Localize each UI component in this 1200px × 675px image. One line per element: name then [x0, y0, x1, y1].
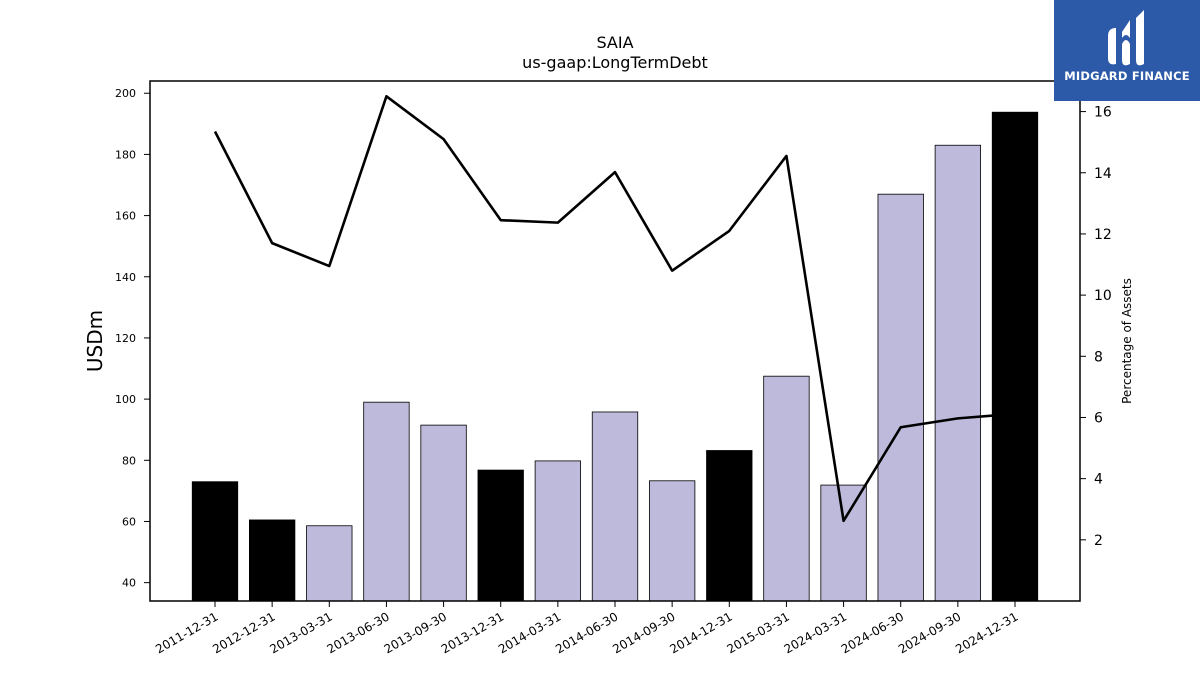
- bar-2014-09-30: [648, 480, 696, 602]
- y2-tick-label-12: 12: [1094, 227, 1112, 243]
- y2-tick-label-10: 10: [1094, 288, 1112, 304]
- x-tick-label-2012-12-31: 2012-12-31: [210, 609, 277, 656]
- y2-tick-label-16: 16: [1094, 105, 1112, 121]
- y-tick-label-200: 200: [115, 87, 136, 100]
- x-tick-label-2011-12-31: 2011-12-31: [153, 609, 220, 656]
- line-group: [213, 94, 1016, 523]
- left-axis: 40 60 80 100 120 140 160 180 200: [115, 87, 150, 590]
- bar-2014-12-31: [706, 450, 753, 602]
- bar-2015-03-31: [763, 375, 810, 602]
- y-tick-label-160: 160: [115, 210, 136, 223]
- right-axis: 2 4 6 8 10 12 14 16: [1080, 105, 1112, 549]
- bars-group: [191, 111, 1039, 602]
- y-tick-label-180: 180: [115, 148, 136, 161]
- x-tick-label-2014-12-31: 2014-12-31: [667, 609, 734, 656]
- bar-2024-06-30: [877, 193, 924, 602]
- bar-2011-12-31: [191, 481, 239, 602]
- bar-2013-06-30: [363, 401, 410, 602]
- y-tick-label-40: 40: [122, 577, 136, 590]
- y2-tick-label-4: 4: [1094, 472, 1103, 488]
- y-tick-label-60: 60: [122, 515, 136, 528]
- bar-2013-09-30: [420, 424, 467, 602]
- x-tick-label-2024-09-30: 2024-09-30: [896, 609, 963, 656]
- x-tick-label-2024-12-31: 2024-12-31: [953, 609, 1020, 656]
- bar-2024-03-31: [820, 484, 867, 602]
- x-tick-label-2015-03-31: 2015-03-31: [725, 609, 792, 656]
- x-tick-label-2013-09-30: 2013-09-30: [382, 609, 449, 656]
- x-axis: 2011-12-312012-12-312013-03-312013-06-30…: [153, 601, 1021, 656]
- y2-tick-label-2: 2: [1094, 533, 1103, 549]
- y-tick-label-120: 120: [115, 332, 136, 345]
- x-tick-label-2024-03-31: 2024-03-31: [782, 609, 849, 656]
- y-axis-label: USDm: [83, 310, 107, 372]
- y-tick-label-80: 80: [122, 454, 136, 467]
- bar-2012-12-31: [248, 519, 296, 602]
- x-tick-label-2013-03-31: 2013-03-31: [267, 609, 334, 656]
- bar-2024-09-30: [934, 144, 982, 602]
- brand-logo: MIDGARD FINANCE: [1054, 0, 1200, 101]
- bar-2014-03-31: [534, 460, 582, 602]
- x-tick-label-2013-06-30: 2013-06-30: [325, 609, 392, 656]
- y-tick-label-100: 100: [115, 393, 136, 406]
- y2-tick-label-6: 6: [1094, 410, 1103, 426]
- x-tick-label-2014-09-30: 2014-09-30: [610, 609, 677, 656]
- x-tick-label-2014-06-30: 2014-06-30: [553, 609, 620, 656]
- bar-2014-06-30: [591, 411, 639, 602]
- brand-name: MIDGARD FINANCE: [1064, 69, 1190, 83]
- x-tick-label-2014-03-31: 2014-03-31: [496, 609, 563, 656]
- chart-subtitle: us-gaap:LongTermDebt: [522, 53, 708, 72]
- x-tick-label-2013-12-31: 2013-12-31: [439, 609, 506, 656]
- bar-2013-12-31: [477, 469, 524, 602]
- bar-2024-12-31: [991, 111, 1039, 602]
- chart-title: SAIA: [596, 33, 633, 52]
- x-tick-label-2024-06-30: 2024-06-30: [839, 609, 906, 656]
- y2-tick-label-8: 8: [1094, 349, 1103, 365]
- y2-axis-label: Percentage of Assets: [1120, 278, 1134, 404]
- midgard-logo-icon: [1108, 10, 1144, 66]
- y2-tick-label-14: 14: [1094, 166, 1112, 182]
- y-tick-label-140: 140: [115, 271, 136, 284]
- bar-2013-03-31: [306, 525, 353, 602]
